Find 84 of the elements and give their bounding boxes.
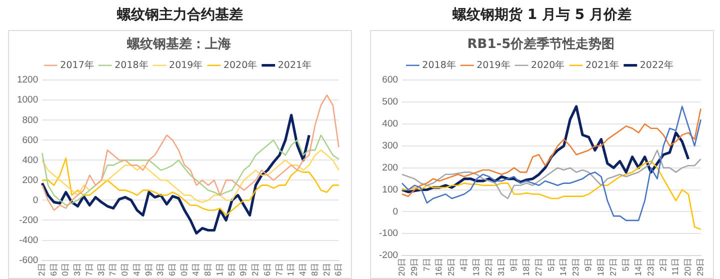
x-tick-label: 5日	[546, 258, 556, 272]
y-tick-label: -600	[19, 254, 38, 266]
x-tick-label: 1日	[286, 262, 296, 276]
x-tick-label: 3日	[155, 262, 166, 276]
y-tick-label: -200	[379, 250, 398, 262]
legend-label: 2018年	[114, 58, 149, 71]
y-tick-label: 500	[382, 96, 398, 108]
x-tick-label: 7日	[274, 262, 284, 276]
x-tick-label: 9日	[583, 258, 594, 272]
x-tick-label: 8日	[202, 262, 213, 276]
legend-label: 2019年	[476, 58, 511, 71]
y-tick-label: 1000	[16, 94, 38, 106]
x-tick-label: 5日	[620, 258, 630, 272]
x-tick-label: 14日	[558, 258, 568, 276]
x-tick-label: 22日	[484, 258, 494, 276]
y-tick-label: -200	[19, 214, 38, 226]
y-tick-label: -100	[379, 228, 398, 240]
x-tick-label: 4日	[458, 258, 469, 272]
chart-title: 螺纹钢期货 1 月与 5 月价差	[452, 6, 632, 24]
y-tick-label: 800	[22, 114, 38, 126]
x-tick-label: 27日	[608, 258, 618, 276]
y-tick-label: 600	[22, 134, 38, 146]
y-tick-label: 400	[382, 118, 398, 130]
x-tick-label: 18日	[596, 258, 606, 276]
y-tick-label: 0	[392, 206, 398, 218]
x-tick-label: 6日	[48, 262, 58, 276]
y-tick-label: 100	[382, 184, 398, 196]
x-tick-label: 5日	[226, 262, 236, 276]
x-tick-label: 4日	[298, 262, 308, 276]
x-tick-label: 4日	[190, 262, 201, 276]
x-tick-label: 29日	[408, 258, 419, 276]
x-tick-label: 7日	[84, 262, 94, 276]
y-tick-label: 400	[22, 154, 38, 166]
x-tick-label: 13日	[471, 258, 482, 276]
x-tick-label: 2日	[250, 262, 260, 276]
y-tick-label: 0	[32, 194, 38, 206]
x-tick-label: 4日	[131, 262, 142, 276]
chart-title: 螺纹钢主力合约基差	[116, 6, 244, 24]
x-tick-label: 9日	[143, 262, 154, 276]
legend-label: 2017年	[60, 58, 94, 71]
y-tick-label: 1200	[16, 74, 38, 86]
x-tick-label: 1日	[214, 262, 224, 276]
y-tick-label: 200	[382, 162, 398, 174]
x-tick-label: 0日	[60, 262, 70, 276]
x-tick-label: 31日	[496, 258, 506, 276]
x-tick-label: 27日	[533, 258, 544, 276]
x-tick-label: 16日	[434, 258, 444, 276]
x-tick-label: 2日	[36, 262, 46, 276]
x-tick-label: 3日	[72, 262, 82, 276]
x-tick-label: 29日	[695, 258, 706, 276]
legend-label: 2021年	[278, 58, 312, 71]
x-tick-label: 14日	[632, 258, 643, 276]
x-tick-label: 0日	[120, 262, 130, 276]
chart-subtitle: 螺纹钢基差：上海	[126, 36, 231, 52]
legend-label: 2022年	[640, 58, 674, 71]
x-tick-label: 11日	[670, 258, 680, 276]
x-tick-label: 25日	[446, 258, 456, 276]
legend-label: 2020年	[531, 58, 566, 71]
x-tick-label: 3日	[96, 262, 106, 276]
x-tick-label: 23日	[645, 258, 656, 276]
x-tick-label: 7日	[108, 262, 118, 276]
x-tick-label: 9日	[238, 262, 248, 276]
x-tick-label: 2日	[321, 262, 332, 276]
x-tick-label: 8日	[309, 262, 320, 276]
x-tick-label: 2日	[658, 258, 668, 272]
chart-subtitle: RB1-5价差季节性走势图	[467, 36, 615, 52]
x-tick-label: 20日	[396, 258, 406, 276]
x-tick-label: 6日	[262, 262, 272, 276]
y-tick-label: -400	[19, 234, 38, 246]
legend-label: 2019年	[169, 58, 204, 71]
legend-label: 2018年	[422, 58, 456, 71]
y-tick-label: 600	[382, 74, 398, 86]
legend-label: 2021年	[585, 58, 620, 71]
x-tick-label: 6日	[167, 262, 178, 276]
x-tick-label: 23日	[570, 258, 581, 276]
y-tick-label: 200	[22, 174, 38, 186]
x-tick-label: 0日	[178, 262, 189, 276]
x-tick-label: 20日	[682, 258, 693, 276]
x-tick-label: 9日	[508, 258, 518, 272]
legend-label: 2020年	[223, 58, 258, 71]
x-tick-label: 18日	[520, 258, 531, 276]
x-tick-label: 7日	[421, 258, 432, 272]
x-tick-label: 6日	[333, 262, 344, 276]
y-tick-label: 300	[382, 140, 398, 152]
